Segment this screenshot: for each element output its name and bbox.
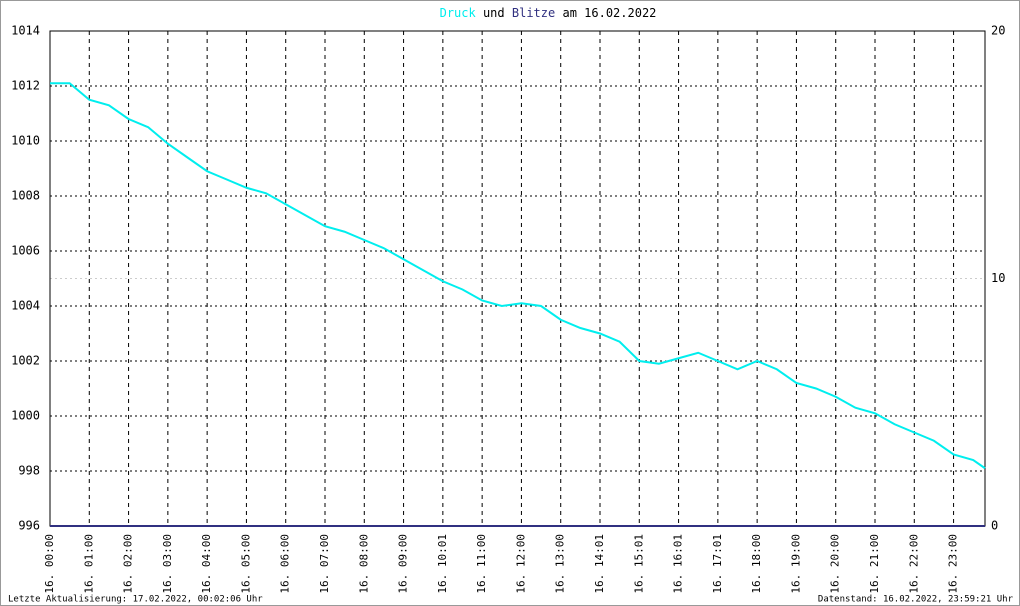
- x-tick-label: 16. 08:00: [357, 534, 370, 594]
- chart-title: Druck und Blitze am 16.02.2022: [440, 6, 657, 20]
- x-tick-label: 16. 02:00: [122, 534, 135, 594]
- title-suffix: am 16.02.2022: [562, 6, 656, 20]
- x-tick-label: 16. 01:00: [82, 534, 95, 594]
- y-tick-label: 1008: [11, 189, 40, 203]
- series-line: [50, 82, 986, 470]
- y-tick-label: 1010: [11, 134, 40, 148]
- x-tick-label: 16. 03:00: [161, 534, 174, 594]
- y2-tick-label: 10: [991, 271, 1005, 285]
- y-tick-label: 1014: [11, 24, 40, 38]
- y-tick-label: 1012: [11, 79, 40, 93]
- y-tick-label: 1006: [11, 244, 40, 258]
- x-tick-label: 16. 14:01: [593, 534, 606, 594]
- x-tick-label: 16. 11:00: [475, 534, 488, 594]
- y-tick-label: 1002: [11, 354, 40, 368]
- y-tick-label: 998: [18, 464, 40, 478]
- footer-right: Datenstand: 16.02.2022, 23:59:21 Uhr: [818, 595, 1014, 605]
- x-tick-label: 16. 20:00: [829, 534, 842, 594]
- x-tick-label: 16. 13:00: [554, 534, 567, 594]
- x-tick-label: 16. 23:00: [947, 534, 960, 594]
- y2-tick-label: 0: [991, 519, 998, 533]
- x-tick-label: 16. 12:00: [514, 534, 527, 594]
- x-tick-label: 16. 18:00: [750, 534, 763, 594]
- x-tick-label: 16. 04:00: [200, 534, 213, 594]
- x-tick-label: 16. 06:00: [279, 534, 292, 594]
- x-tick-label: 16. 10:01: [436, 534, 449, 594]
- y2-tick-label: 20: [991, 24, 1005, 38]
- y-tick-label: 996: [18, 519, 40, 533]
- x-tick-label: 16. 07:00: [318, 534, 331, 594]
- x-tick-label: 16. 15:01: [632, 534, 645, 594]
- x-tick-label: 16. 09:00: [397, 534, 410, 594]
- title-connector: und: [483, 6, 505, 20]
- x-tick-label: 16. 05:00: [239, 534, 252, 594]
- x-tick-label: 16. 00:00: [43, 534, 56, 594]
- y-tick-label: 1000: [11, 409, 40, 423]
- x-tick-label: 16. 17:01: [711, 534, 724, 594]
- x-tick-label: 16. 22:00: [907, 534, 920, 594]
- title-series-2: Blitze: [512, 6, 555, 20]
- y-tick-label: 1004: [11, 299, 40, 313]
- title-series-1: Druck: [440, 6, 477, 20]
- footer-left: Letzte Aktualisierung: 17.02.2022, 00:02…: [8, 595, 263, 605]
- x-tick-label: 16. 21:00: [868, 534, 881, 594]
- x-tick-label: 16. 19:00: [789, 534, 802, 594]
- x-tick-label: 16. 16:01: [672, 534, 685, 594]
